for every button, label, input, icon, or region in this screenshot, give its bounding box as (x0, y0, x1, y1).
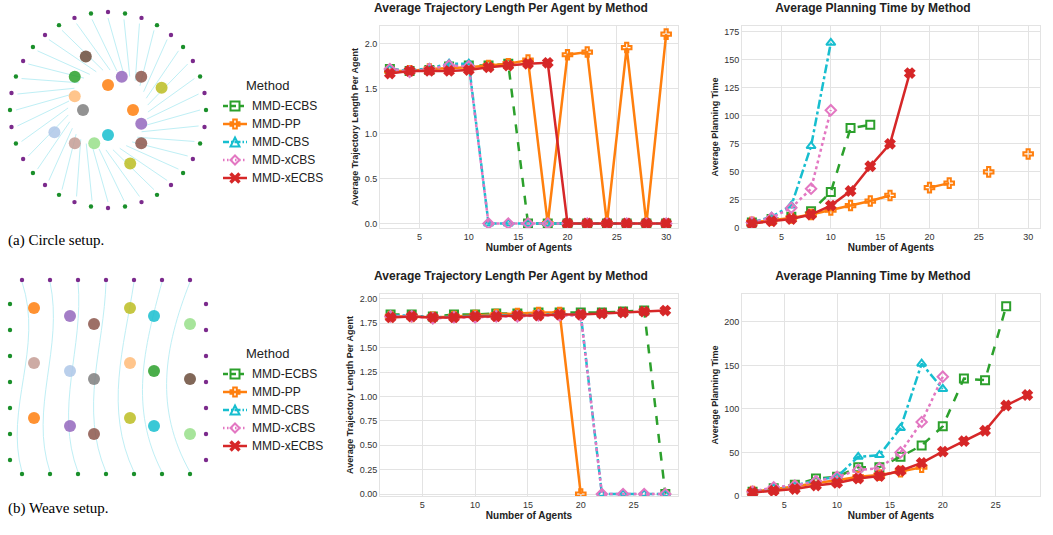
svg-text:Average Planning Time: Average Planning Time (710, 77, 720, 176)
svg-text:Number of Agents: Number of Agents (848, 242, 935, 253)
svg-text:25: 25 (991, 500, 1001, 510)
svg-text:2.00: 2.00 (360, 294, 378, 304)
html-text:MMD-xCBS: MMD-xCBS (252, 153, 316, 167)
html-text:(a) Circle setup.: (a) Circle setup. (8, 232, 105, 248)
svg-text:200: 200 (724, 317, 739, 327)
svg-text:0: 0 (734, 491, 739, 501)
svg-text:20: 20 (938, 500, 948, 510)
svg-text:150: 150 (724, 361, 739, 371)
svg-text:1.0: 1.0 (365, 129, 378, 139)
html-text:Method: Method (246, 346, 290, 361)
svg-text:20: 20 (924, 232, 934, 242)
svg-text:20: 20 (562, 232, 572, 242)
html-text:MMD-CBS: MMD-CBS (252, 135, 310, 149)
svg-text:10: 10 (470, 500, 480, 510)
html-text:MMD-ECBS: MMD-ECBS (252, 99, 318, 113)
svg-text:15: 15 (513, 232, 523, 242)
svg-text:0.5: 0.5 (365, 174, 378, 184)
svg-text:Average Trajectory Length Per: Average Trajectory Length Per Agent by M… (374, 269, 648, 283)
svg-text:Average Planning Time: Average Planning Time (710, 345, 720, 444)
svg-text:2.0: 2.0 (365, 39, 378, 49)
html-text:(b) Weave setup.: (b) Weave setup. (8, 500, 109, 516)
html-text:MMD-CBS: MMD-CBS (252, 403, 310, 417)
svg-text:25: 25 (629, 500, 639, 510)
svg-text:Average Planning Time by Metho: Average Planning Time by Method (775, 1, 970, 15)
svg-text:1.50: 1.50 (360, 343, 378, 353)
svg-text:100: 100 (724, 111, 739, 121)
svg-text:Average Planning Time by Metho: Average Planning Time by Method (775, 269, 970, 283)
svg-text:175: 175 (724, 27, 739, 37)
svg-text:15: 15 (875, 232, 885, 242)
html-text:Method: Method (246, 78, 290, 93)
html-text:MMD-ECBS: MMD-ECBS (252, 367, 318, 381)
svg-text:0.75: 0.75 (360, 416, 378, 426)
svg-text:25: 25 (974, 232, 984, 242)
svg-text:0.0: 0.0 (365, 219, 378, 229)
svg-text:125: 125 (724, 83, 739, 93)
svg-text:15: 15 (885, 500, 895, 510)
svg-text:0.25: 0.25 (360, 465, 378, 475)
svg-text:15: 15 (523, 500, 533, 510)
svg-text:Number of Agents: Number of Agents (486, 510, 573, 521)
svg-text:5: 5 (782, 500, 787, 510)
svg-text:0.50: 0.50 (360, 440, 378, 450)
svg-text:10: 10 (832, 500, 842, 510)
svg-text:50: 50 (729, 448, 739, 458)
svg-text:0.00: 0.00 (360, 489, 378, 499)
html-text:MMD-xECBS: MMD-xECBS (252, 439, 324, 453)
svg-text:20: 20 (576, 500, 586, 510)
html-text:MMD-xECBS: MMD-xECBS (252, 171, 324, 185)
svg-text:75: 75 (729, 139, 739, 149)
html-text:MMD-xCBS: MMD-xCBS (252, 421, 316, 435)
svg-text:10: 10 (464, 232, 474, 242)
svg-text:10: 10 (826, 232, 836, 242)
svg-text:Average Trajectory Length Per: Average Trajectory Length Per Agent (345, 316, 355, 474)
html-text:MMD-PP: MMD-PP (252, 117, 301, 131)
svg-text:50: 50 (729, 167, 739, 177)
svg-text:30: 30 (661, 232, 671, 242)
svg-text:Average Trajectory Length Per: Average Trajectory Length Per Agent by M… (374, 1, 648, 15)
svg-text:150: 150 (724, 55, 739, 65)
svg-text:1.00: 1.00 (360, 392, 378, 402)
svg-text:1.75: 1.75 (360, 318, 378, 328)
svg-text:1.25: 1.25 (360, 367, 378, 377)
svg-text:30: 30 (1023, 232, 1033, 242)
svg-text:Average Trajectory Length Per: Average Trajectory Length Per Agent (350, 48, 360, 206)
svg-text:25: 25 (729, 195, 739, 205)
svg-text:100: 100 (724, 404, 739, 414)
svg-text:5: 5 (417, 232, 422, 242)
svg-text:Number of Agents: Number of Agents (848, 510, 935, 521)
svg-text:1.5: 1.5 (365, 84, 378, 94)
svg-text:5: 5 (779, 232, 784, 242)
svg-text:25: 25 (612, 232, 622, 242)
svg-text:Number of Agents: Number of Agents (486, 242, 573, 253)
html-text:MMD-PP: MMD-PP (252, 385, 301, 399)
svg-text:5: 5 (420, 500, 425, 510)
svg-text:0: 0 (734, 223, 739, 233)
